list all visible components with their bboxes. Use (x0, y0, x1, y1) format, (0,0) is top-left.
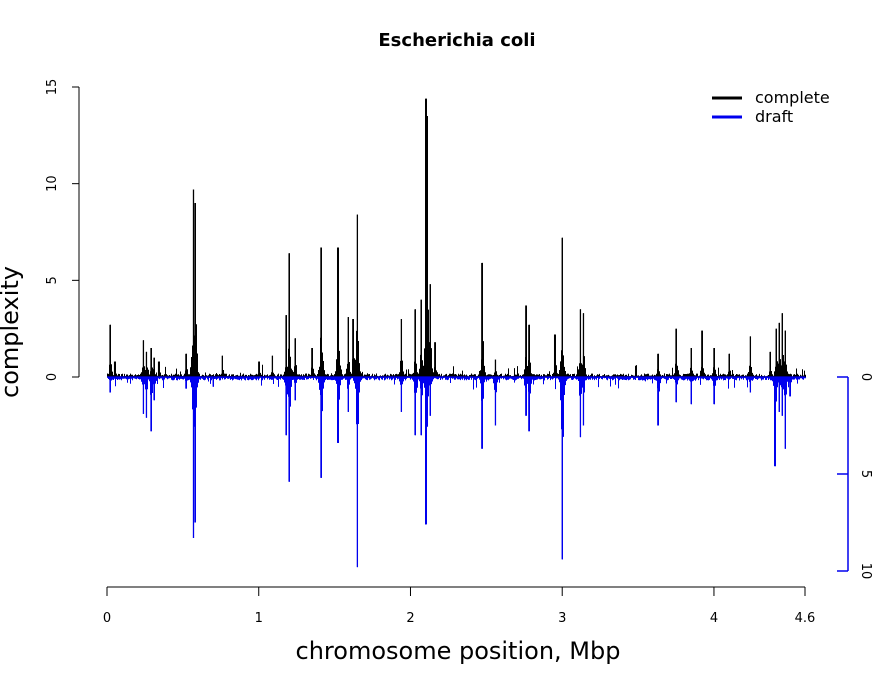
series-complete (107, 98, 806, 378)
left-tick-label: 15 (45, 79, 60, 96)
series-draft-trace (107, 377, 806, 568)
left-tick-label: 10 (45, 175, 60, 192)
right-tick-label: 10 (858, 563, 873, 580)
x-tick-label: 3 (558, 611, 566, 626)
right-axis: 0 5 10 (837, 373, 873, 579)
y-axis-label: complexity (0, 266, 24, 398)
legend-label-draft: draft (755, 107, 793, 126)
x-tick-label: 2 (406, 611, 414, 626)
x-tick-label: 1 (255, 611, 263, 626)
right-tick-label: 5 (858, 470, 873, 478)
legend-label-complete: complete (755, 88, 830, 107)
x-tick-label: 0 (103, 611, 111, 626)
left-tick-label: 5 (45, 276, 60, 284)
x-tick-label: 4 (710, 611, 718, 626)
left-tick-label: 0 (45, 373, 60, 381)
series-draft (107, 376, 806, 568)
x-tick-label: 4.6 (795, 611, 816, 626)
left-axis: 0 5 10 15 (45, 79, 80, 381)
chart-title: Escherichia coli (378, 30, 535, 51)
series-complete-trace (107, 98, 806, 377)
right-tick-label: 0 (858, 373, 873, 381)
x-axis: 0 1 2 3 4 4.6 (103, 586, 816, 626)
x-axis-label: chromosome position, Mbp (296, 637, 621, 665)
